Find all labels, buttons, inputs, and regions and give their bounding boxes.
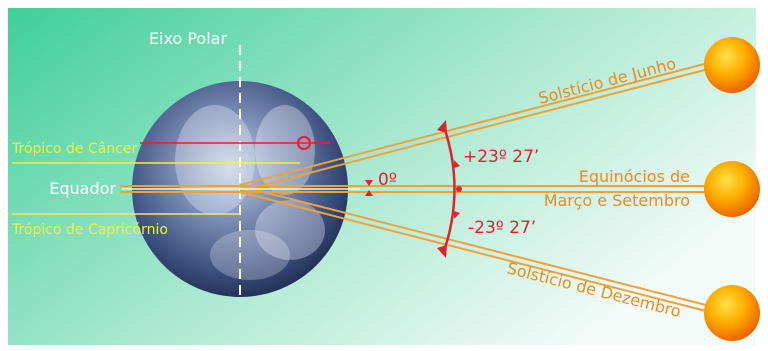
equinox-label-line2: Março e Setembro <box>544 191 690 210</box>
sun-equinox-icon <box>704 161 760 217</box>
arc-tick-lower-icon <box>454 211 460 219</box>
tropic-capricorn-label: Trópico de Capricórnio <box>11 222 168 238</box>
arc-center-dot-icon <box>456 186 462 192</box>
equinox-label-line1: Equinócios de <box>579 167 690 186</box>
tropic-cancer-label: Trópico de Câncer <box>11 141 137 157</box>
zero-angle-marker-icon <box>365 180 373 196</box>
arc-arrow-top-icon <box>437 120 447 133</box>
angle-zero-label: 0º <box>378 170 397 190</box>
background-panel <box>8 8 756 345</box>
cancer-marker-icon <box>297 136 311 150</box>
arc-tick-upper-icon <box>454 160 460 168</box>
sun-rays <box>120 61 713 313</box>
angle-arc <box>441 123 456 255</box>
arc-arrow-bottom-icon <box>437 245 447 258</box>
angle-plus-label: +23º 27’ <box>463 147 539 167</box>
angle-minus-label: -23º 27’ <box>468 218 536 238</box>
equator-label: Equador <box>49 179 116 198</box>
sun-december-icon <box>704 285 760 341</box>
sun-june-icon <box>704 37 760 93</box>
polar-axis-label: Eixo Polar <box>149 29 228 48</box>
